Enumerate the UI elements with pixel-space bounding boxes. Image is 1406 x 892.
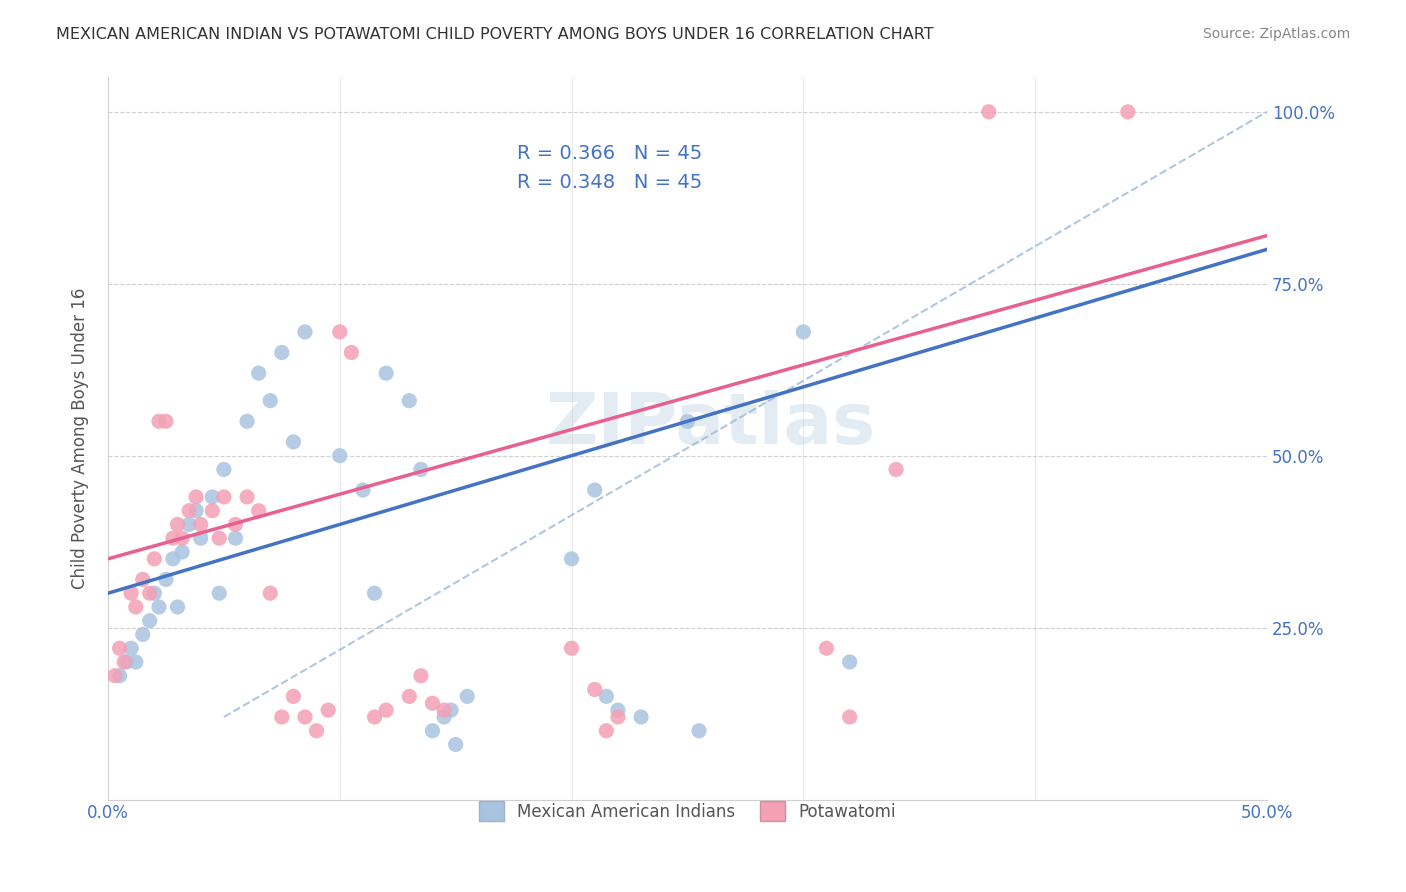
Point xyxy=(143,586,166,600)
Point xyxy=(125,599,148,614)
Point xyxy=(236,490,259,504)
Point xyxy=(179,504,201,518)
Point xyxy=(363,710,385,724)
Point xyxy=(132,627,155,641)
Point xyxy=(132,573,155,587)
Point xyxy=(792,325,814,339)
Point xyxy=(340,345,363,359)
Point xyxy=(444,738,467,752)
Point xyxy=(120,641,142,656)
Point xyxy=(166,599,188,614)
Text: R = 0.366   N = 45: R = 0.366 N = 45 xyxy=(517,144,703,162)
Point xyxy=(179,517,201,532)
Point xyxy=(422,723,444,738)
Point xyxy=(166,517,188,532)
Point xyxy=(120,586,142,600)
Point xyxy=(172,545,194,559)
Point xyxy=(294,325,316,339)
Point xyxy=(172,531,194,545)
Point xyxy=(595,723,617,738)
Point xyxy=(433,710,456,724)
Point xyxy=(155,414,177,428)
Text: Source: ZipAtlas.com: Source: ZipAtlas.com xyxy=(1202,27,1350,41)
Point xyxy=(115,655,138,669)
Point xyxy=(561,551,583,566)
Point xyxy=(208,586,231,600)
Point xyxy=(409,669,432,683)
Text: ZIPatlas: ZIPatlas xyxy=(546,390,876,458)
Point xyxy=(422,696,444,710)
Point xyxy=(456,690,478,704)
Point xyxy=(329,325,352,339)
Point xyxy=(224,531,246,545)
Point xyxy=(316,703,339,717)
Point xyxy=(224,517,246,532)
Point xyxy=(125,655,148,669)
Point xyxy=(208,531,231,545)
Point xyxy=(838,655,860,669)
Y-axis label: Child Poverty Among Boys Under 16: Child Poverty Among Boys Under 16 xyxy=(72,288,89,590)
Point xyxy=(688,723,710,738)
Point xyxy=(363,586,385,600)
Point xyxy=(184,490,207,504)
Point xyxy=(433,703,456,717)
Point xyxy=(606,710,628,724)
Point xyxy=(283,690,305,704)
Point xyxy=(138,586,160,600)
Point xyxy=(884,462,907,476)
Point xyxy=(201,490,224,504)
Point xyxy=(676,414,699,428)
Point xyxy=(104,669,127,683)
Point xyxy=(294,710,316,724)
Point xyxy=(108,669,131,683)
Point xyxy=(375,703,398,717)
Text: MEXICAN AMERICAN INDIAN VS POTAWATOMI CHILD POVERTY AMONG BOYS UNDER 16 CORRELAT: MEXICAN AMERICAN INDIAN VS POTAWATOMI CH… xyxy=(56,27,934,42)
Point xyxy=(162,531,184,545)
Point xyxy=(329,449,352,463)
Point xyxy=(270,710,292,724)
Point xyxy=(190,531,212,545)
Point xyxy=(352,483,374,497)
Point xyxy=(606,703,628,717)
Point xyxy=(259,393,281,408)
Point xyxy=(212,490,235,504)
Point xyxy=(148,599,170,614)
Text: R = 0.348   N = 45: R = 0.348 N = 45 xyxy=(517,173,703,192)
Legend: Mexican American Indians, Potawatomi: Mexican American Indians, Potawatomi xyxy=(465,788,910,835)
Point xyxy=(630,710,652,724)
Point xyxy=(155,573,177,587)
Point xyxy=(838,710,860,724)
Point xyxy=(305,723,328,738)
Point xyxy=(162,551,184,566)
Point xyxy=(201,504,224,518)
Point xyxy=(190,517,212,532)
Point xyxy=(236,414,259,428)
Point xyxy=(583,483,606,497)
Point xyxy=(398,393,420,408)
Point xyxy=(977,104,1000,119)
Point xyxy=(108,641,131,656)
Point xyxy=(283,434,305,449)
Point xyxy=(595,690,617,704)
Point xyxy=(440,703,463,717)
Point xyxy=(259,586,281,600)
Point xyxy=(138,614,160,628)
Point xyxy=(815,641,838,656)
Point xyxy=(375,366,398,380)
Point xyxy=(583,682,606,697)
Point xyxy=(112,655,135,669)
Point xyxy=(247,504,270,518)
Point xyxy=(1116,104,1139,119)
Point xyxy=(212,462,235,476)
Point xyxy=(270,345,292,359)
Point xyxy=(143,551,166,566)
Point xyxy=(561,641,583,656)
Point xyxy=(409,462,432,476)
Point xyxy=(398,690,420,704)
Point xyxy=(148,414,170,428)
Point xyxy=(247,366,270,380)
Point xyxy=(184,504,207,518)
